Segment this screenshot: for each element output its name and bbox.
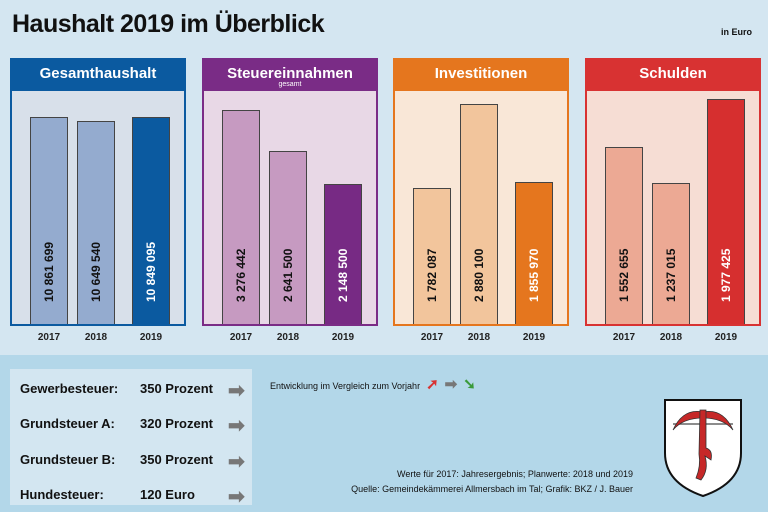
- bar-2018: 2 641 500: [269, 151, 307, 324]
- arrow-right-icon: ➡: [228, 380, 245, 402]
- tax-value: 320 Prozent: [140, 416, 213, 431]
- info-section: Gewerbesteuer: 350 Prozent ➡ Grundsteuer A…: [0, 355, 768, 512]
- panel-investitionen: Investitionen 1 782 087 2 880 100 1 855 970: [393, 58, 569, 326]
- chart-title: Haushalt 2019 im Überblick: [12, 10, 325, 38]
- panel-header: Investitionen: [395, 60, 567, 91]
- year-tick-label: 2019: [714, 332, 738, 343]
- tax-value: 350 Prozent: [140, 452, 213, 467]
- bar-2017: 10 861 699: [30, 117, 68, 324]
- bar-value-label: 10 849 095: [144, 241, 158, 302]
- legend-text: Entwicklung im Vergleich zum Vorjahr: [270, 381, 421, 391]
- panel-title: Investitionen: [434, 65, 528, 82]
- bar-value-label: 1 855 970: [527, 248, 541, 302]
- year-tick-label: 2017: [37, 332, 61, 343]
- tax-rates-box: Gewerbesteuer: 350 Prozent ➡ Grundsteuer A…: [10, 369, 252, 508]
- year-tick-label: 2018: [659, 332, 683, 343]
- year-tick-label: 2019: [139, 332, 163, 343]
- bar-value-label: 10 861 699: [42, 241, 56, 302]
- note-line: Werte für 2017: Jahresergebnis; Planwert…: [397, 469, 633, 479]
- tax-label: Gewerbesteuer:: [20, 381, 119, 396]
- bar-2019: 10 849 095: [132, 117, 170, 324]
- tax-row: Grundsteuer A: 320 Prozent ➡: [20, 415, 250, 437]
- panel-subtitle: gesamt: [278, 81, 302, 88]
- year-tick-label: 2018: [84, 332, 108, 343]
- bar-value-label: 1 977 425: [719, 248, 733, 302]
- tax-label: Hundesteuer:: [20, 487, 104, 502]
- note-line: Quelle: Gemeindekämmerei Allmersbach im …: [351, 484, 633, 494]
- bar-2017: 1 782 087: [413, 187, 451, 324]
- bar-2018: 1 237 015: [652, 183, 690, 324]
- year-tick-label: 2017: [229, 332, 253, 343]
- panel-header: Schulden: [587, 60, 759, 91]
- panel-gesamthaushalt: Gesamthaushalt 10 861 699 10 649 540 10 849…: [10, 58, 186, 326]
- unit-label: in Euro: [721, 27, 752, 37]
- panel-title: Schulden: [639, 65, 707, 82]
- tax-label: Grundsteuer A:: [20, 416, 115, 431]
- tax-row: Hundesteuer: 120 Euro ➡: [20, 486, 250, 508]
- bar-2019: 2 148 500: [324, 183, 362, 324]
- bar-2019: 1 977 425: [707, 99, 745, 324]
- bar-value-label: 10 649 540: [89, 241, 103, 302]
- panel-steuereinnahmen: Steuereinnahmen gesamt 3 276 442 2 641 500 2…: [202, 58, 378, 326]
- tax-row: Grundsteuer B: 350 Prozent ➡: [20, 451, 250, 473]
- arrow-down-icon: ➘: [463, 376, 476, 393]
- tax-value: 120 Euro: [140, 487, 195, 502]
- arrow-right-icon: ➡: [228, 451, 245, 473]
- bar-2017: 1 552 655: [605, 147, 643, 324]
- bar-value-label: 1 237 015: [664, 248, 678, 302]
- year-tick-label: 2017: [420, 332, 444, 343]
- year-tick-label: 2019: [522, 332, 546, 343]
- coat-of-arms-icon: [664, 399, 742, 498]
- arrow-right-icon: ➡: [444, 376, 458, 393]
- tax-row: Gewerbesteuer: 350 Prozent ➡: [20, 380, 250, 402]
- tax-label: Grundsteuer B:: [20, 452, 116, 467]
- bar-value-label: 2 148 500: [336, 248, 350, 302]
- bar-value-label: 1 552 655: [617, 248, 631, 302]
- arrow-right-icon: ➡: [228, 486, 245, 508]
- year-tick-label: 2018: [276, 332, 300, 343]
- bar-value-label: 2 880 100: [472, 248, 486, 302]
- bar-2018: 10 649 540: [77, 121, 115, 324]
- panel-title: Gesamthaushalt: [39, 65, 157, 82]
- panel-header: Gesamthaushalt: [12, 60, 184, 91]
- arrow-right-icon: ➡: [228, 415, 245, 437]
- bar-value-label: 2 641 500: [281, 248, 295, 302]
- panel-schulden: Schulden 1 552 655 1 237 015 1 977 425: [585, 58, 761, 326]
- bar-2019: 1 855 970: [515, 182, 553, 324]
- bar-2017: 3 276 442: [222, 110, 260, 324]
- arrow-up-icon: ➚: [426, 376, 439, 393]
- bar-value-label: 1 782 087: [425, 248, 439, 302]
- bar-2018: 2 880 100: [460, 104, 498, 324]
- panel-title: Steuereinnahmen: [227, 65, 353, 82]
- year-tick-label: 2017: [612, 332, 636, 343]
- trend-legend: Entwicklung im Vergleich zum Vorjahr ➚ ➡ ➘: [270, 375, 476, 393]
- tax-value: 350 Prozent: [140, 381, 213, 396]
- panel-header: Steuereinnahmen gesamt: [204, 60, 376, 91]
- source-notes: Werte für 2017: Jahresergebnis; Planwert…: [351, 467, 633, 497]
- year-tick-label: 2019: [331, 332, 355, 343]
- bar-value-label: 3 276 442: [234, 248, 248, 302]
- year-tick-label: 2018: [467, 332, 491, 343]
